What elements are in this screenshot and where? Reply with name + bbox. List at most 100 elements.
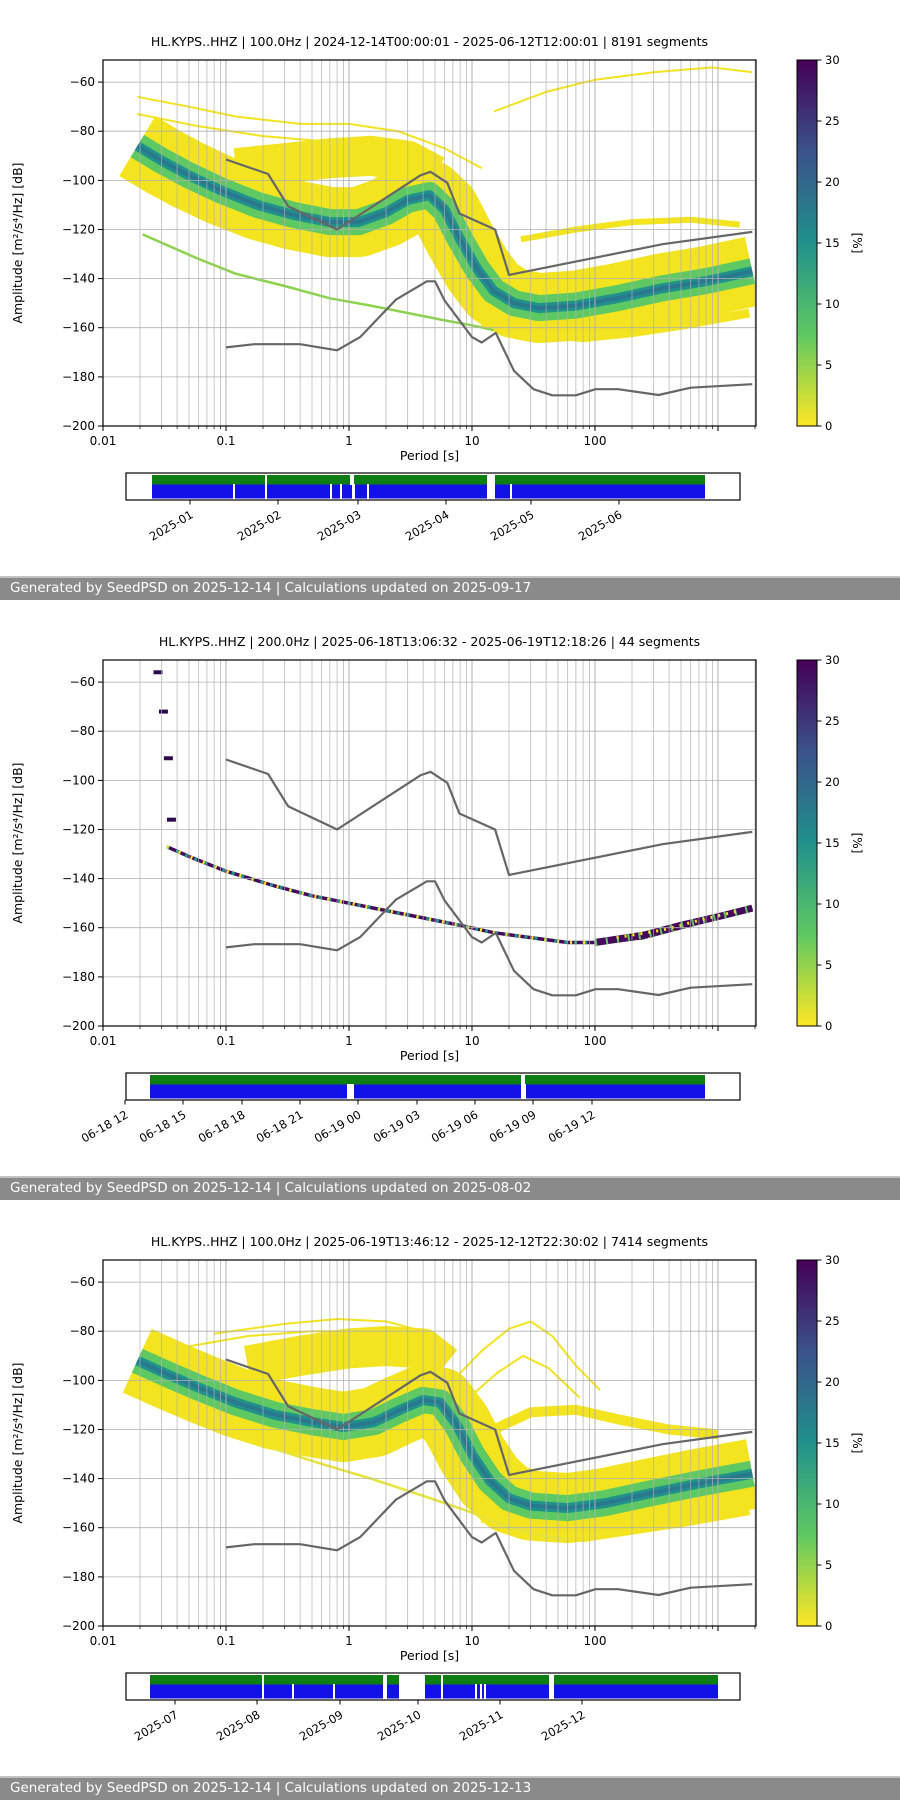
colorbar-tick-label: 20 [825, 775, 840, 789]
x-tick-label: 0.01 [90, 1034, 117, 1048]
x-tick-label: 10 [464, 1634, 479, 1648]
availability-gap [262, 1674, 264, 1685]
plot-title: HL.KYPS..HHZ | 200.0Hz | 2025-06-18T13:0… [159, 634, 700, 649]
x-tick-label: 0.1 [216, 1034, 235, 1048]
availability-gap [480, 1684, 482, 1699]
colorbar-tick-label: 15 [825, 1436, 840, 1450]
availability-gap [441, 1674, 443, 1685]
y-tick-label: −180 [62, 370, 95, 384]
ppsd-band [452, 1320, 601, 1391]
availability-gap [484, 1684, 486, 1699]
ppsd-distribution [119, 66, 756, 344]
panel-3: −60 −80 −100 −120 −140 −160 −180 −200 0.01 0.1 1 10… [0, 1200, 900, 1800]
ppsd-band [137, 95, 483, 169]
ppsd-band [233, 135, 445, 194]
availability-tick-label: 2025-02 [235, 507, 284, 543]
panel-2: −60 −80 −100 −120 −140 −160 −180 −200 0.01 0.1 1 10… [0, 600, 900, 1200]
x-tick-label: 10 [464, 434, 479, 448]
y-tick-label: −120 [62, 1422, 95, 1436]
availability-gap [350, 474, 354, 485]
availability-gap [441, 1684, 443, 1699]
availability-bar: 2025-01 2025-02 2025-03 2025-04 2025-05 2025-… [125, 472, 741, 544]
ppsd-band [491, 1404, 719, 1440]
psd-marker [163, 756, 173, 761]
y-tick-label: −160 [62, 921, 95, 935]
x-tick-label: 10 [464, 1034, 479, 1048]
availability-tick-label: 06-18 18 [196, 1107, 248, 1145]
y-tick-label: −100 [62, 173, 95, 187]
availability-gap [521, 1074, 525, 1085]
y-tick-label: −80 [70, 1324, 95, 1338]
availability-blue [150, 1684, 718, 1699]
availability-gap [475, 1684, 477, 1699]
availability-gap [383, 1684, 387, 1699]
availability-tick-label: 06-19 03 [371, 1107, 423, 1145]
availability-gap [383, 1674, 387, 1685]
ppsd-band [480, 308, 751, 343]
colorbar-tick-label: 20 [825, 1375, 840, 1389]
availability-green [152, 475, 705, 485]
y-tick-label: −60 [70, 75, 95, 89]
plot-frame [102, 1259, 757, 1627]
availability-gap [549, 1684, 554, 1699]
availability-gap [521, 1084, 526, 1099]
availability-gap [233, 484, 235, 499]
colorbar-label: [%] [850, 233, 864, 254]
ppsd-band [136, 144, 753, 311]
x-tick-label: 0.01 [90, 434, 117, 448]
nlnm-curve [225, 280, 753, 397]
ppsd-band [493, 66, 753, 113]
availability-tick-label: 06-19 00 [312, 1107, 364, 1145]
colorbar-tick-label: 10 [825, 1497, 840, 1511]
y-tick-label: −140 [62, 272, 95, 286]
y-tick-label: −80 [70, 124, 95, 138]
colorbar [797, 60, 817, 426]
y-tick-label: −100 [62, 773, 95, 787]
y-tick-label: −60 [70, 1275, 95, 1289]
x-tick-label: 0.01 [90, 1634, 117, 1648]
y-tick-label: −160 [62, 321, 95, 335]
y-axis-label: Amplitude [m²/s⁴/Hz] [dB] [10, 162, 25, 323]
colorbar-tick-label: 30 [825, 53, 840, 67]
ppsd-distribution [122, 1318, 756, 1544]
ppsd-band [244, 1326, 458, 1386]
availability-bar: 2025-07 2025-08 2025-09 2025-10 2025-11 2025-… [125, 1672, 741, 1744]
colorbar-tick-label: 10 [825, 897, 840, 911]
x-tick-label: 1 [345, 434, 353, 448]
colorbar-tick-label: 25 [825, 1314, 840, 1328]
availability-tick-label: 2025-06 [576, 507, 625, 543]
colorbar [797, 1260, 817, 1626]
y-axis-label: Amplitude [m²/s⁴/Hz] [dB] [10, 1362, 25, 1523]
availability-tick-label: 2025-05 [488, 507, 537, 543]
ppsd-band [142, 233, 494, 332]
colorbar-tick-label: 0 [825, 1019, 832, 1033]
psd-marker [153, 670, 163, 675]
y-tick-label: −120 [62, 822, 95, 836]
ppsd-band [480, 1506, 751, 1543]
colorbar-tick-label: 5 [825, 1558, 832, 1572]
y-tick-label: −140 [62, 872, 95, 886]
availability-tick-label: 06-18 21 [254, 1107, 306, 1145]
colorbar-tick-label: 25 [825, 114, 840, 128]
y-tick-label: −60 [70, 675, 95, 689]
availability-gap [333, 1684, 335, 1699]
availability-bar: 06-18 12 06-18 15 06-18 18 06-18 21 06-19 00… [79, 1072, 741, 1145]
availability-tick-label: 2025-10 [375, 1707, 424, 1743]
colorbar-tick-label: 30 [825, 1253, 840, 1267]
footer-bar-2: Generated by SeedPSD on 2025-12-14 | Cal… [0, 1176, 900, 1200]
colorbar-tick-label: 10 [825, 297, 840, 311]
availability-gap [352, 484, 355, 499]
availability-gap [487, 474, 495, 485]
availability-gap [340, 484, 342, 499]
availability-gap [330, 484, 332, 499]
colorbar-label: [%] [850, 1433, 864, 1454]
y-tick-label: −120 [62, 222, 95, 236]
availability-gap [265, 484, 267, 499]
psd-marker [158, 709, 168, 714]
y-tick-label: −100 [62, 1373, 95, 1387]
nlnm-curve [225, 880, 753, 997]
ppsd-band [213, 1318, 454, 1350]
psd-marker [166, 817, 176, 822]
x-axis-label: Period [s] [400, 448, 459, 463]
availability-blue [150, 1084, 705, 1099]
